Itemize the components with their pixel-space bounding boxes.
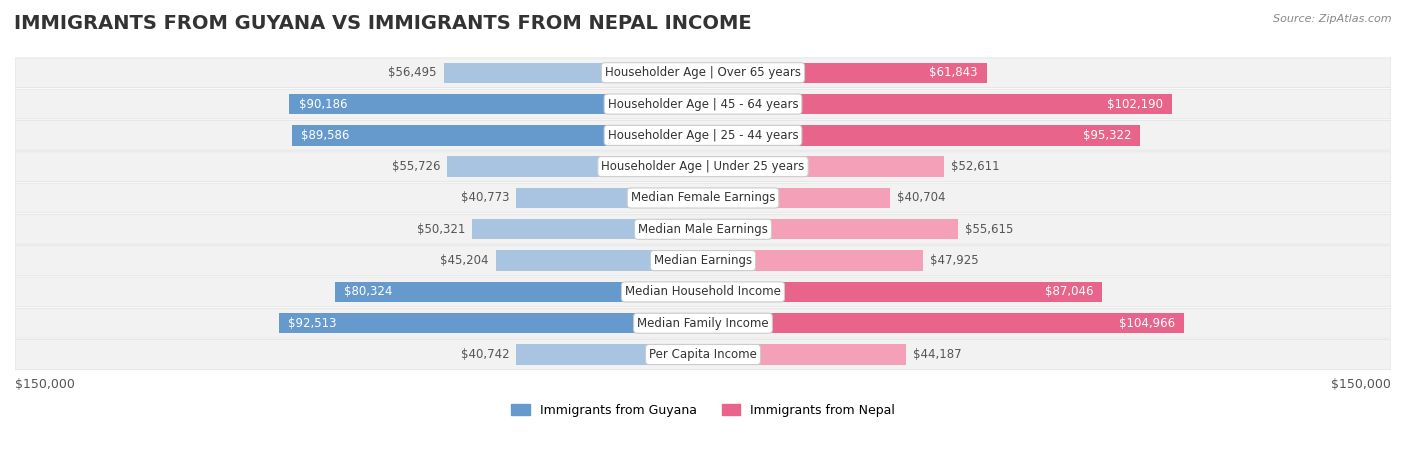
Text: $40,773: $40,773 (461, 191, 509, 205)
Text: $50,321: $50,321 (418, 223, 465, 236)
Bar (703, 282, 1102, 302)
Text: Median Earnings: Median Earnings (654, 254, 752, 267)
Text: $44,187: $44,187 (912, 348, 962, 361)
Text: $92,513: $92,513 (288, 317, 336, 330)
Text: $55,615: $55,615 (965, 223, 1014, 236)
Text: $150,000: $150,000 (15, 378, 75, 391)
FancyBboxPatch shape (15, 58, 1391, 88)
Bar (703, 94, 1171, 114)
Bar (703, 313, 1184, 333)
Text: $87,046: $87,046 (1045, 285, 1092, 298)
Text: Householder Age | 25 - 44 years: Householder Age | 25 - 44 years (607, 129, 799, 142)
Text: $80,324: $80,324 (343, 285, 392, 298)
FancyBboxPatch shape (15, 120, 1391, 150)
Text: Householder Age | 45 - 64 years: Householder Age | 45 - 64 years (607, 98, 799, 111)
FancyBboxPatch shape (15, 340, 1391, 369)
Bar (703, 219, 957, 240)
Text: $55,726: $55,726 (392, 160, 440, 173)
Text: $90,186: $90,186 (298, 98, 347, 111)
FancyBboxPatch shape (15, 308, 1391, 338)
Text: Householder Age | Under 25 years: Householder Age | Under 25 years (602, 160, 804, 173)
Bar (472, 219, 703, 240)
Text: Median Household Income: Median Household Income (626, 285, 780, 298)
Text: Householder Age | Over 65 years: Householder Age | Over 65 years (605, 66, 801, 79)
Text: Source: ZipAtlas.com: Source: ZipAtlas.com (1274, 14, 1392, 24)
Bar (703, 125, 1140, 146)
Bar (447, 156, 703, 177)
FancyBboxPatch shape (15, 183, 1391, 213)
Bar (516, 344, 703, 365)
FancyBboxPatch shape (15, 277, 1391, 307)
Bar (703, 63, 987, 83)
FancyBboxPatch shape (15, 152, 1391, 182)
Bar (703, 188, 890, 208)
Text: $40,704: $40,704 (897, 191, 945, 205)
Text: $104,966: $104,966 (1119, 317, 1175, 330)
Text: $102,190: $102,190 (1107, 98, 1163, 111)
Bar (703, 250, 922, 271)
Text: IMMIGRANTS FROM GUYANA VS IMMIGRANTS FROM NEPAL INCOME: IMMIGRANTS FROM GUYANA VS IMMIGRANTS FRO… (14, 14, 752, 33)
Bar (335, 282, 703, 302)
Bar (290, 94, 703, 114)
Bar (496, 250, 703, 271)
Text: Median Family Income: Median Family Income (637, 317, 769, 330)
Text: $61,843: $61,843 (929, 66, 977, 79)
Text: $150,000: $150,000 (1331, 378, 1391, 391)
Legend: Immigrants from Guyana, Immigrants from Nepal: Immigrants from Guyana, Immigrants from … (506, 399, 900, 422)
Text: $95,322: $95,322 (1083, 129, 1130, 142)
Text: $89,586: $89,586 (301, 129, 350, 142)
Bar (278, 313, 703, 333)
Text: $52,611: $52,611 (952, 160, 1000, 173)
Bar (292, 125, 703, 146)
Text: $45,204: $45,204 (440, 254, 489, 267)
Bar (703, 156, 945, 177)
FancyBboxPatch shape (15, 214, 1391, 244)
Bar (516, 188, 703, 208)
FancyBboxPatch shape (15, 246, 1391, 276)
Bar (703, 344, 905, 365)
FancyBboxPatch shape (15, 89, 1391, 119)
Text: Per Capita Income: Per Capita Income (650, 348, 756, 361)
Text: $47,925: $47,925 (929, 254, 979, 267)
Text: $40,742: $40,742 (461, 348, 509, 361)
Text: $56,495: $56,495 (388, 66, 437, 79)
Text: Median Male Earnings: Median Male Earnings (638, 223, 768, 236)
Bar (444, 63, 703, 83)
Text: Median Female Earnings: Median Female Earnings (631, 191, 775, 205)
